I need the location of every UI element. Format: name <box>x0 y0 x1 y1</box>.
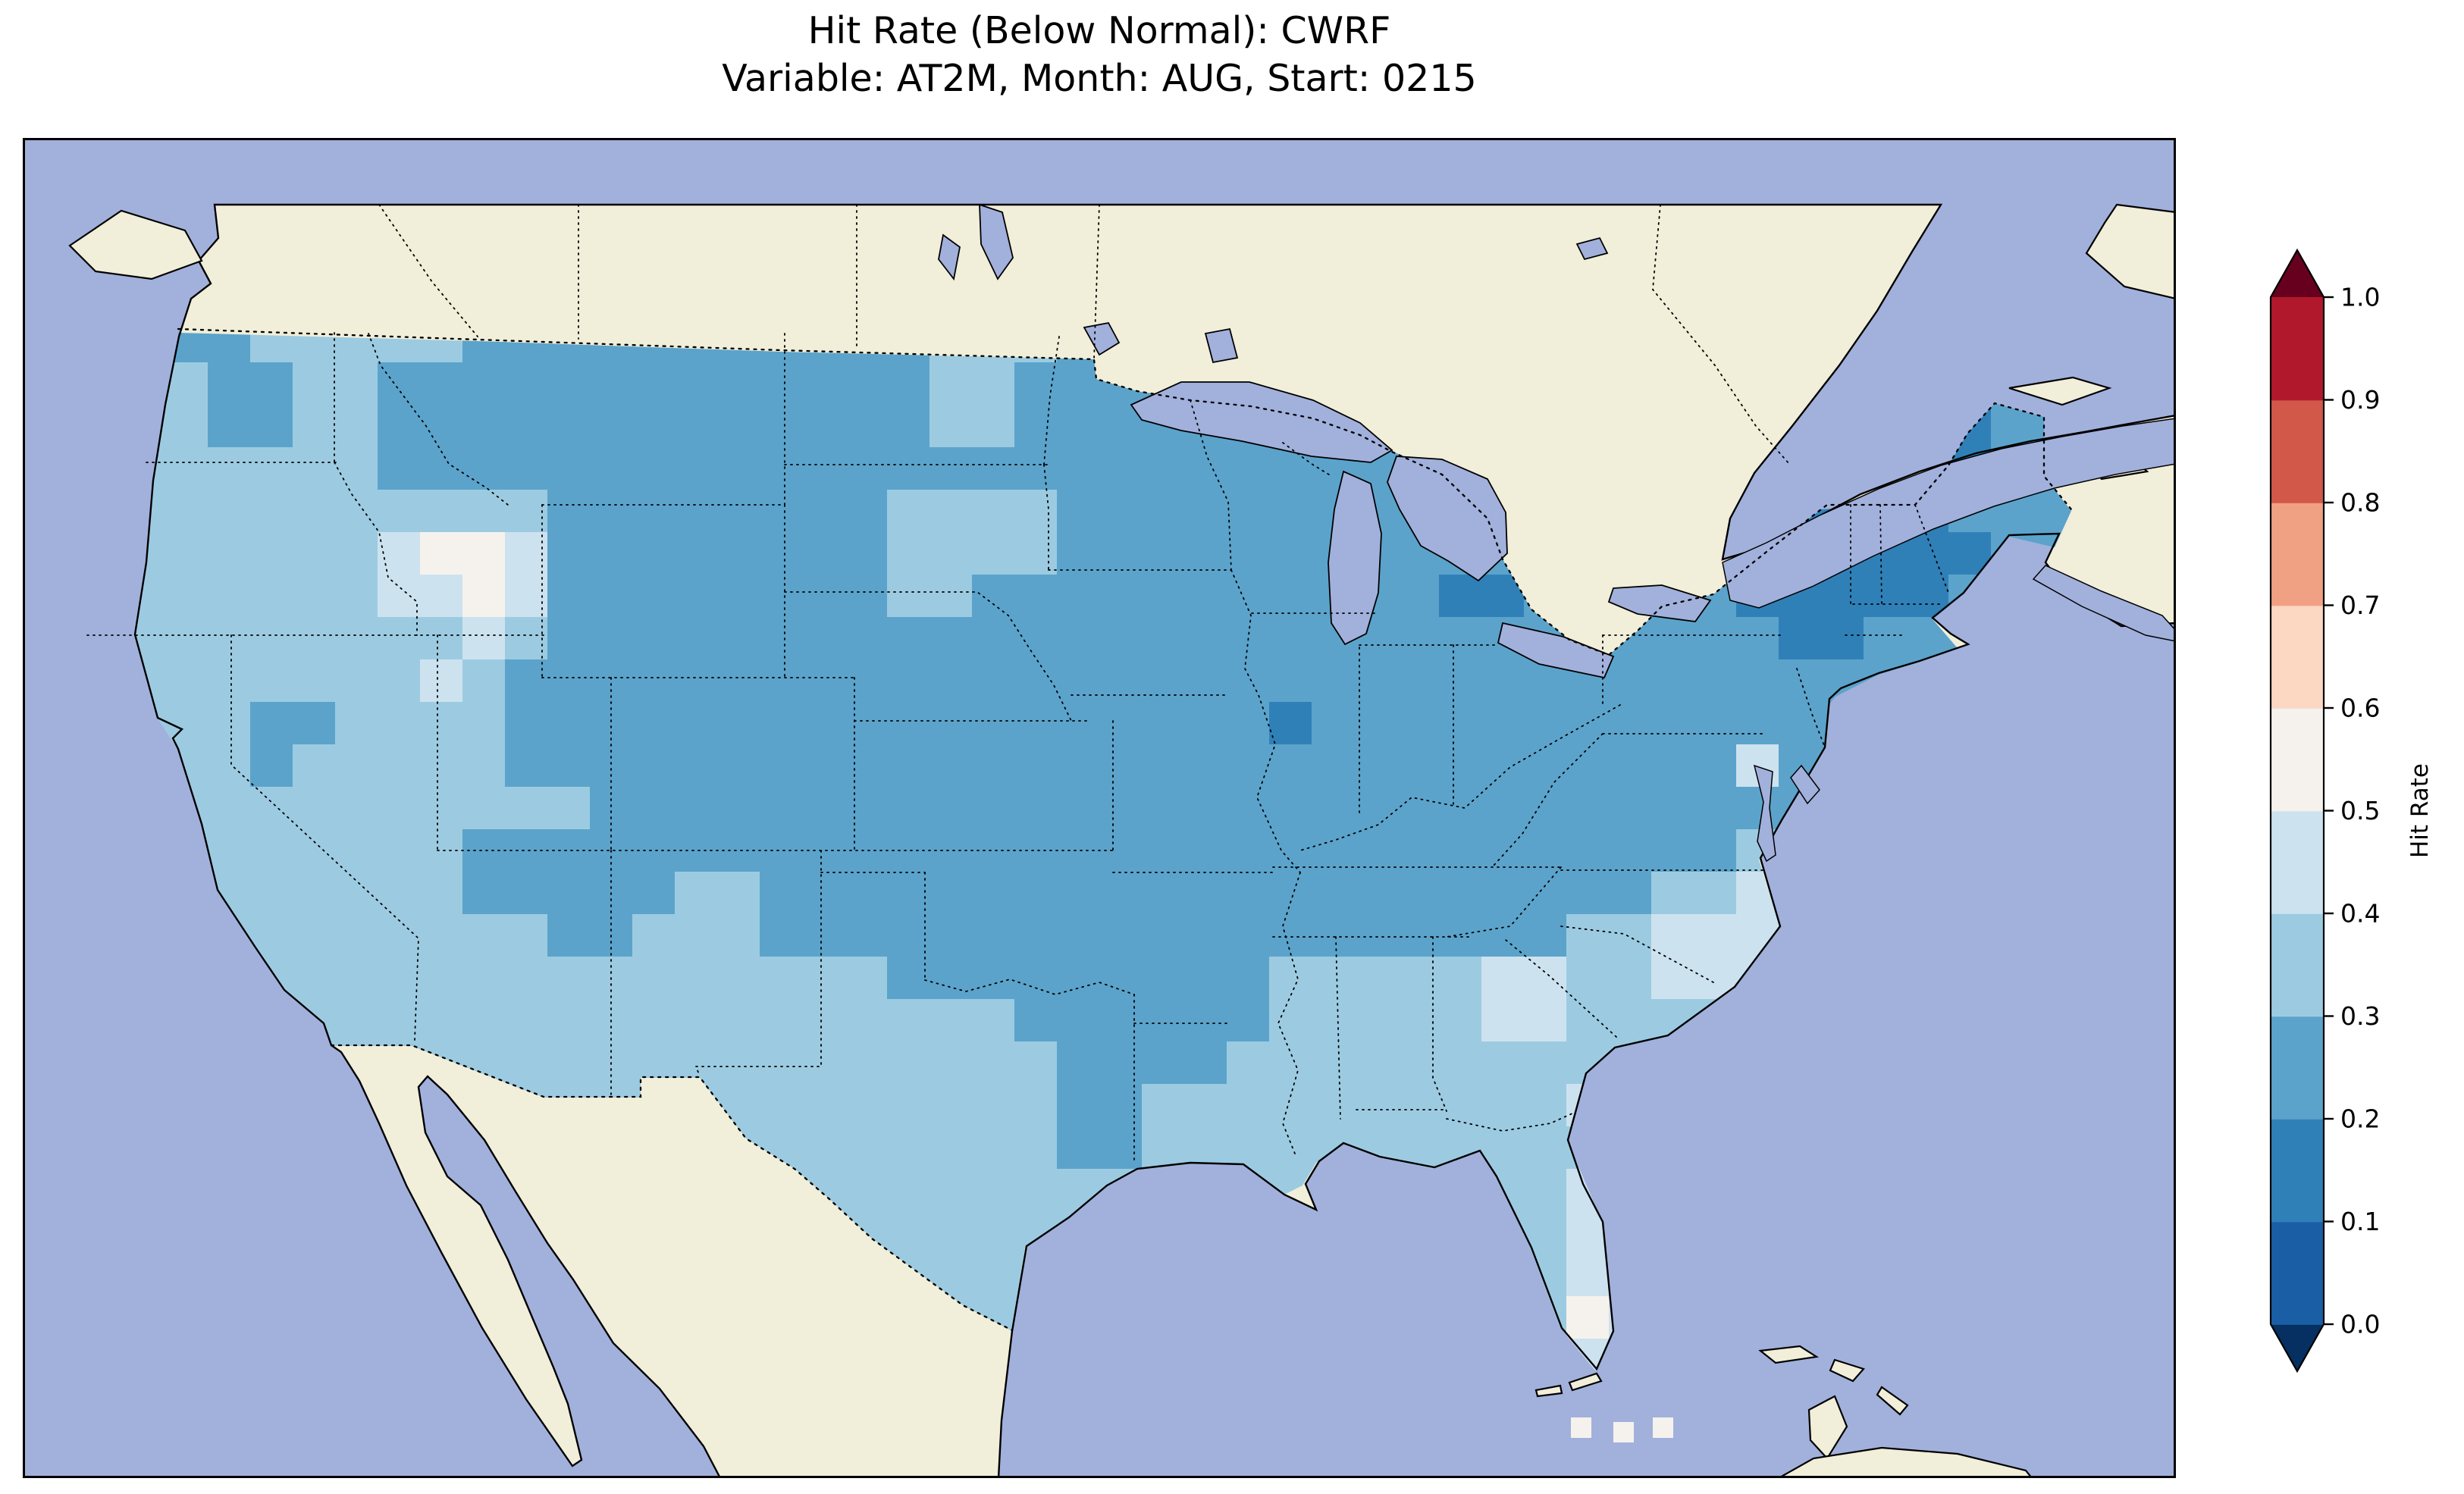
extra-data-cells <box>1571 1417 1673 1442</box>
colorbar-axis-label: Hit Rate <box>2406 763 2434 858</box>
colorbar-tick-label: 0.3 <box>2340 1001 2380 1031</box>
colorbar-tick-label: 0.5 <box>2340 796 2380 825</box>
map-svg <box>23 138 2176 1478</box>
colorbar-tick-label: 0.7 <box>2340 590 2380 620</box>
colorbar-tick-label: 1.0 <box>2340 283 2380 312</box>
colorbar-tick-label: 0.8 <box>2340 488 2380 518</box>
state-borders <box>86 204 1949 1164</box>
title-line-1: Hit Rate (Below Normal): CWRF <box>807 9 1391 52</box>
colorbar: 0.0 0.1 0.2 0.3 0.4 0.5 0.6 0.7 0.8 0.9 1.0 Hit Ra… <box>2237 227 2464 1410</box>
national-borders <box>177 327 2073 1332</box>
colorbar-tick-label: 0.6 <box>2340 694 2380 723</box>
colorbar-under-arrow <box>2271 1324 2324 1371</box>
colorbar-tick-label: 0.1 <box>2340 1207 2380 1236</box>
figure-title: Hit Rate (Below Normal): CWRF Variable: … <box>23 8 2176 102</box>
colorbar-tick-label: 0.9 <box>2340 385 2380 415</box>
map-frame <box>23 138 2176 1478</box>
data-cell <box>1571 1417 1591 1438</box>
data-cell <box>1613 1422 1634 1442</box>
data-cell <box>1653 1417 1673 1438</box>
colorbar-svg: 0.0 0.1 0.2 0.3 0.4 0.5 0.6 0.7 0.8 0.9 1.0 Hit Ra… <box>2269 248 2434 1373</box>
colorbar-over-arrow <box>2271 250 2324 297</box>
colorbar-tick-label: 0.4 <box>2340 899 2380 929</box>
title-line-2: Variable: AT2M, Month: AUG, Start: 0215 <box>722 56 1477 100</box>
colorbar-segments <box>2271 297 2324 1325</box>
map-canvas <box>23 138 2176 1478</box>
colorbar-tick-label: 0.0 <box>2340 1310 2380 1339</box>
colorbar-ticks <box>2324 296 2334 1326</box>
colorbar-tick-label: 0.2 <box>2340 1104 2380 1134</box>
lakes <box>938 203 2176 863</box>
colorbar-tick-labels: 0.0 0.1 0.2 0.3 0.4 0.5 0.6 0.7 0.8 0.9 1.0 <box>2340 283 2380 1339</box>
